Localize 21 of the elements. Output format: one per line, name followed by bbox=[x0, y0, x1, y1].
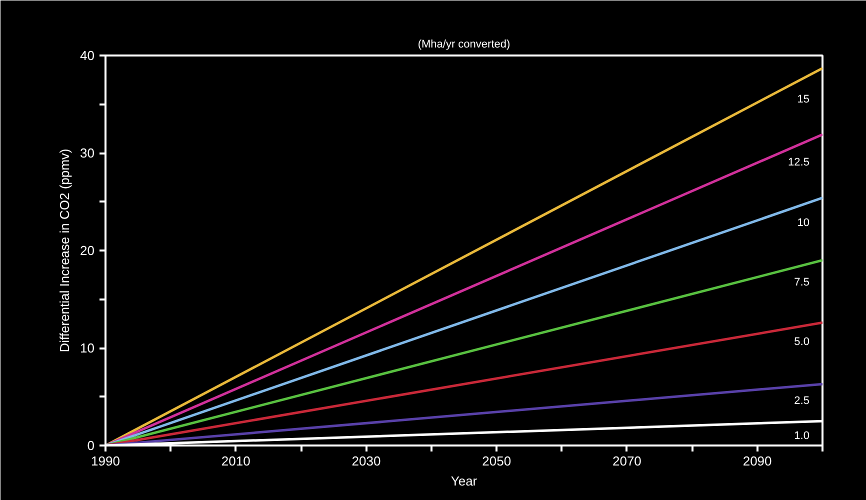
y-axis-title: Differential Increase in CO2 (ppmv) bbox=[57, 148, 72, 352]
y-tick-label: 0 bbox=[87, 438, 95, 453]
y-tick-label: 20 bbox=[80, 243, 95, 258]
series-label: 5.0 bbox=[794, 336, 810, 348]
x-tick-label: 2090 bbox=[742, 454, 772, 468]
x-tick-label: 2030 bbox=[352, 454, 381, 468]
x-tick-label: 2050 bbox=[482, 454, 512, 468]
x-tick-label: 1990 bbox=[91, 454, 120, 468]
x-tick-label: 2070 bbox=[612, 454, 642, 468]
y-tick-label: 10 bbox=[80, 340, 95, 356]
series-label: 2.5 bbox=[794, 394, 810, 407]
y-tick-label: 40 bbox=[80, 48, 95, 63]
series-label: 15 bbox=[797, 93, 810, 106]
y-tick-label: 30 bbox=[80, 146, 95, 160]
series-label: 12.5 bbox=[788, 156, 810, 169]
x-axis-title: Year bbox=[450, 474, 478, 488]
series-label: 7.5 bbox=[794, 276, 810, 289]
chart-title: (Mha/yr converted) bbox=[418, 38, 510, 50]
series-label: 10 bbox=[797, 217, 810, 230]
x-tick-label: 2010 bbox=[221, 454, 250, 468]
series-label: 1.0 bbox=[794, 430, 810, 442]
